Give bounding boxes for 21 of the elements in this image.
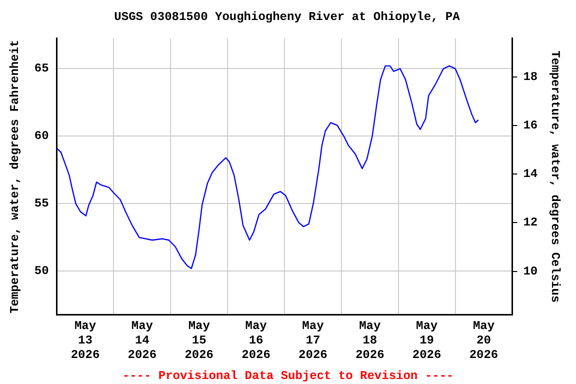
x-tick-label: May 16 2026 xyxy=(242,319,270,362)
x-tick-label: May 18 2026 xyxy=(355,319,384,362)
x-tick-label: May 14 2026 xyxy=(128,319,157,362)
y2-tick-label: 18 xyxy=(523,70,538,84)
chart-title: USGS 03081500 Youghiogheny River at Ohiopyle, PA xyxy=(114,10,461,24)
y2-tick-label: 12 xyxy=(523,216,538,230)
y-tick-label: 60 xyxy=(34,129,49,144)
y2-tick-label: 16 xyxy=(523,118,538,132)
y-tick-label: 65 xyxy=(34,62,49,76)
y-tick-label: 50 xyxy=(34,264,49,278)
y2-tick-label: 14 xyxy=(523,167,538,182)
y-tick-label: 55 xyxy=(34,196,49,211)
text: ---- Provisional Data Subject to Revision ---- xyxy=(122,369,454,384)
x-tick-label: May 17 2026 xyxy=(298,319,328,362)
y2-tick-label: 10 xyxy=(523,264,538,278)
y2-axis-title: Temperature, water, degrees Celsius xyxy=(548,50,562,303)
x-tick-label: May 15 2026 xyxy=(184,319,214,362)
x-tick-label: May 20 2026 xyxy=(469,319,498,362)
x-tick-label: May 13 2026 xyxy=(70,319,100,362)
x-tick-label: May 19 2026 xyxy=(412,319,442,362)
y-axis-title: Temperature, water, degrees Fahrenheit xyxy=(8,40,22,314)
